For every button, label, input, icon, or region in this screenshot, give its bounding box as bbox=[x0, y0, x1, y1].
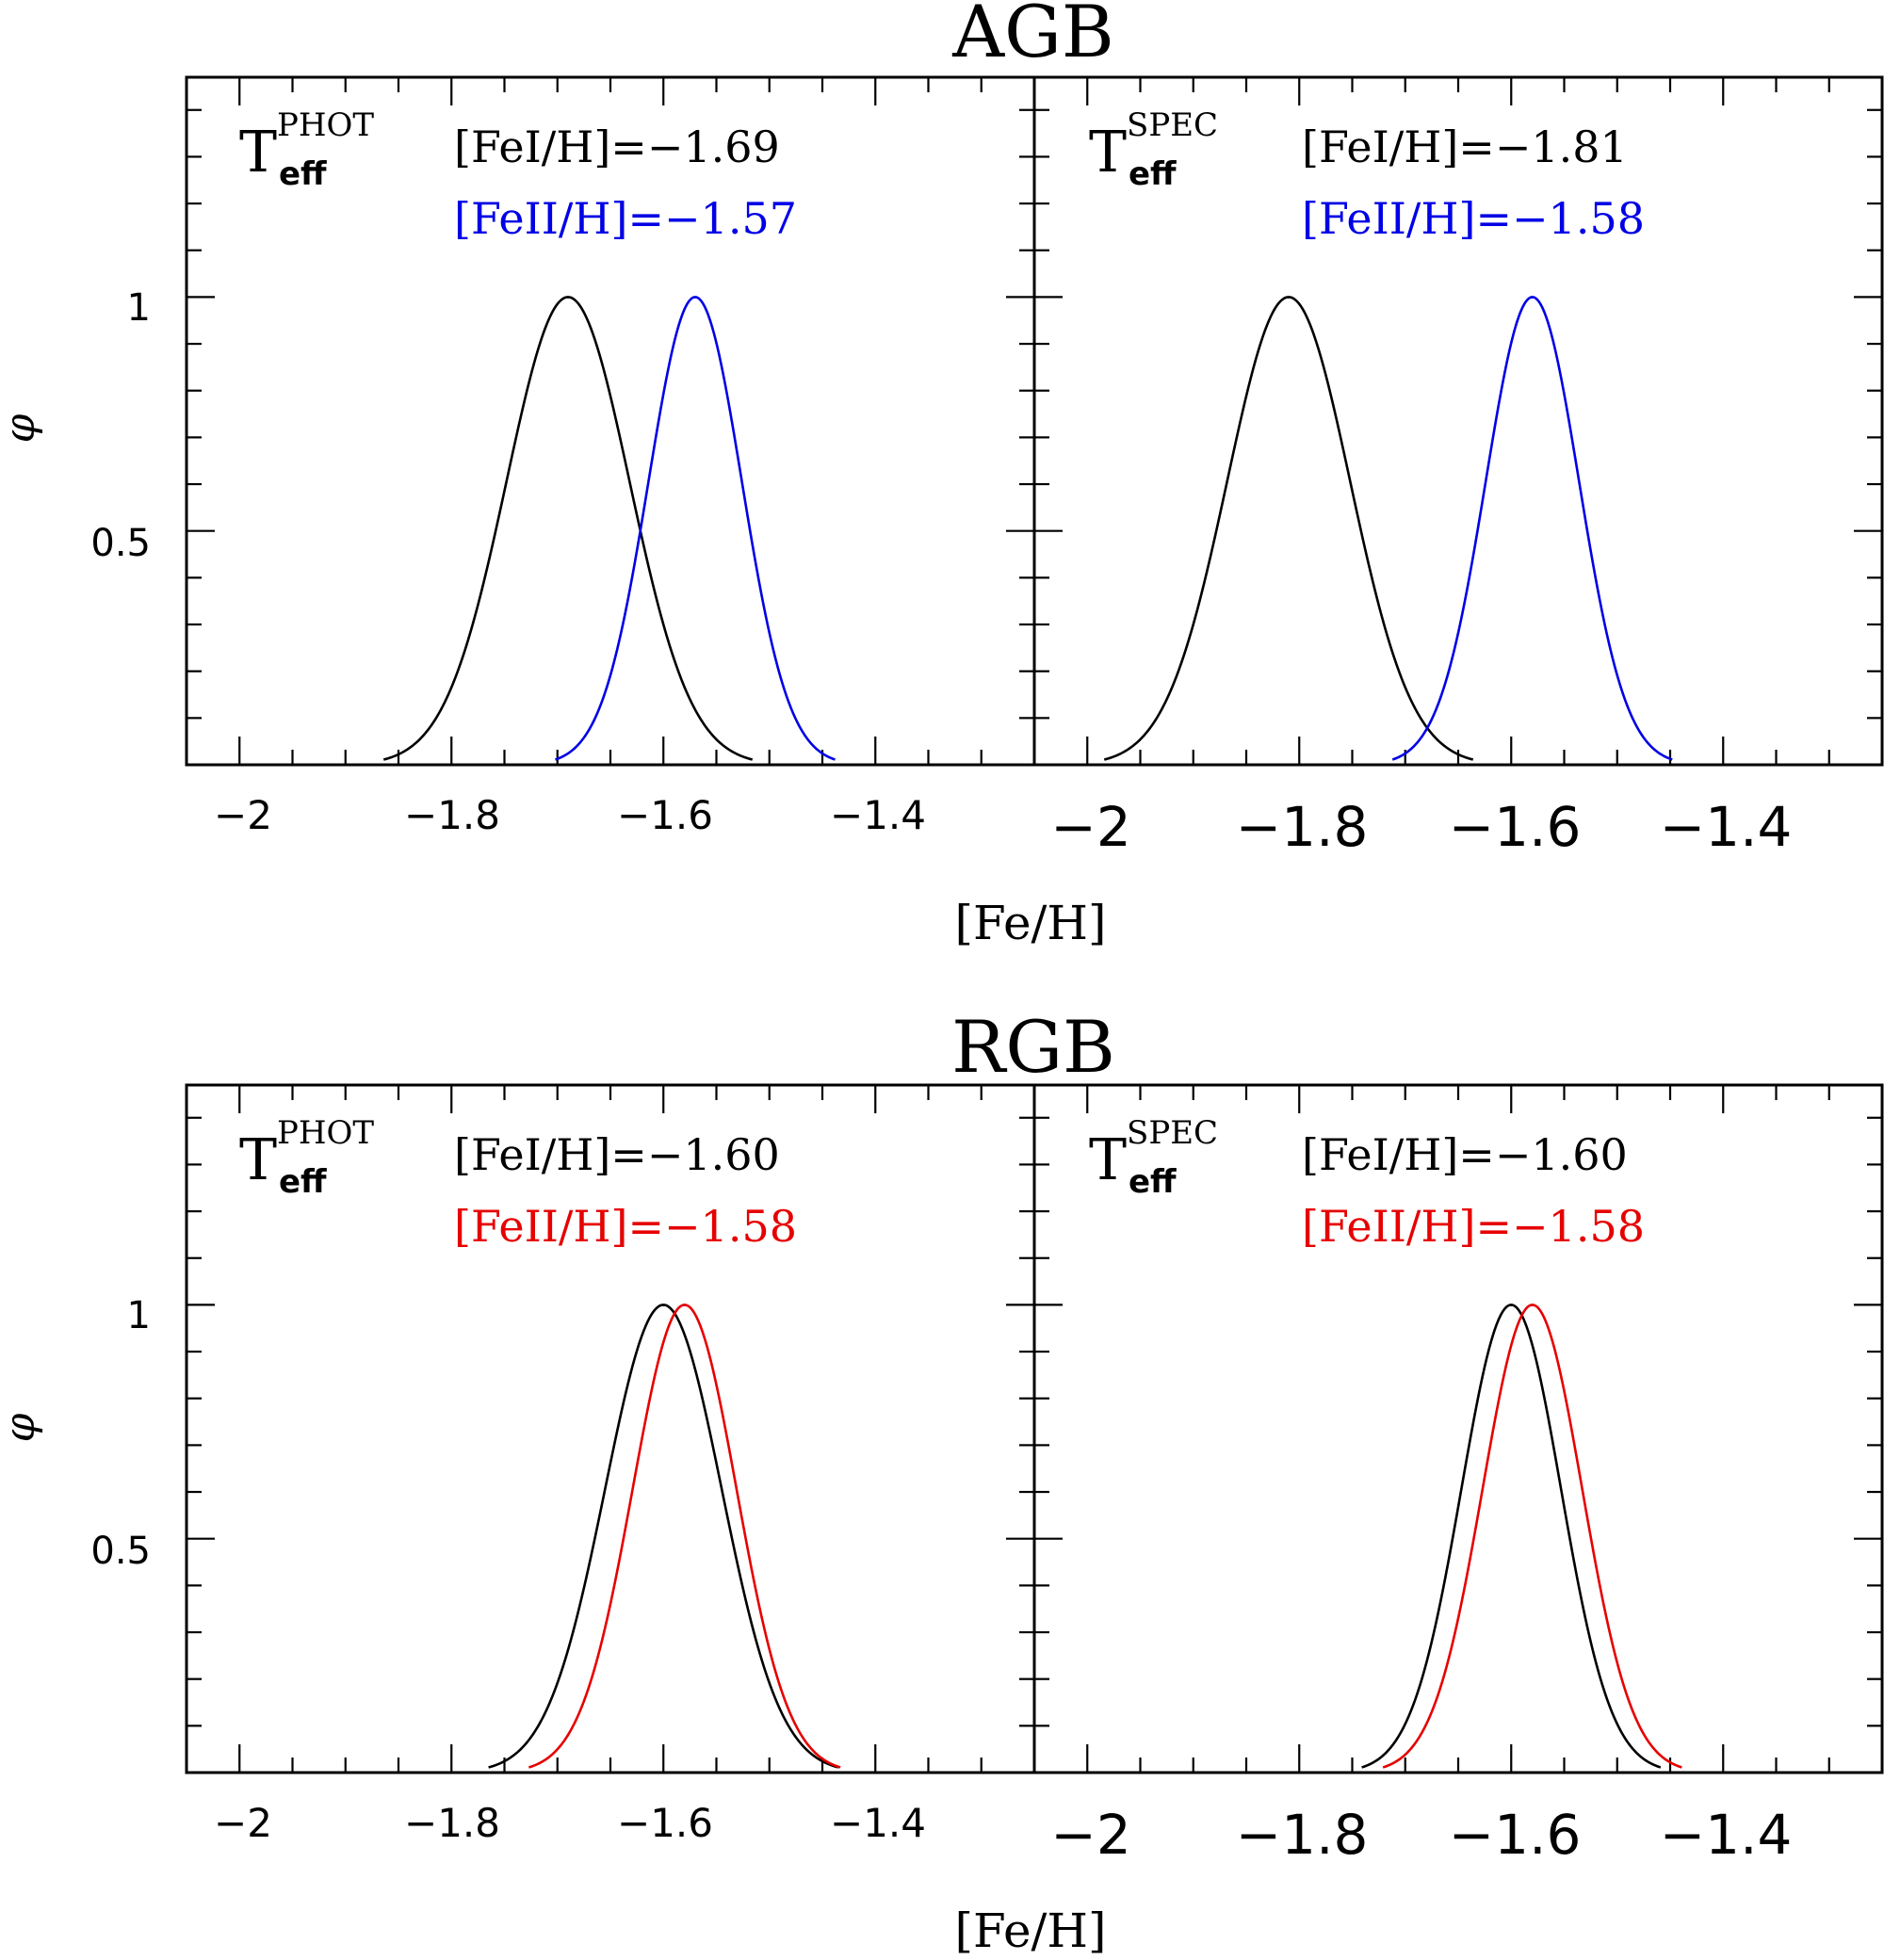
teff-label-agb-phot: TPHOT bbox=[239, 106, 374, 186]
curve-rgb-phot-fe1 bbox=[488, 1304, 839, 1769]
x-tick-label-rgb-spec-3: −1.4 bbox=[1660, 1803, 1793, 1867]
x-axis-label-agb: [Fe/H] bbox=[954, 896, 1106, 950]
teff-sup: SPEC bbox=[1127, 106, 1218, 144]
x-tick-label-agb-spec-2: −1.6 bbox=[1449, 795, 1582, 859]
curve-rgb-spec-fe2 bbox=[1382, 1304, 1682, 1769]
panel-agb-spec: TSPEC eff [FeI/H]=−1.81 [FeII/H]=−1.58 −… bbox=[1032, 75, 1884, 859]
y-tick-label-1-rgb: 1 bbox=[127, 1294, 151, 1337]
fe2-label-rgb-phot: [FeII/H]=−1.58 bbox=[454, 1201, 797, 1252]
teff-sub-rgb-spec: eff bbox=[1129, 1163, 1177, 1201]
panel-rgb-phot: TPHOT eff [FeI/H]=−1.60 [FeII/H]=−1.58 −… bbox=[185, 1083, 1036, 1846]
fe2-label-agb-phot: [FeII/H]=−1.57 bbox=[454, 193, 797, 244]
section-title-agb: AGB bbox=[951, 0, 1113, 73]
teff-main: T bbox=[1089, 1127, 1127, 1193]
teff-main: T bbox=[1089, 120, 1127, 186]
x-tick-label-rgb-phot-2: −1.6 bbox=[617, 1800, 713, 1846]
x-tick-label-rgb-phot-1: −1.8 bbox=[404, 1800, 500, 1846]
x-tick-label-agb-phot-3: −1.4 bbox=[830, 792, 926, 838]
x-tick-label-agb-spec-3: −1.4 bbox=[1660, 795, 1793, 859]
fe1-label-agb-spec: [FeI/H]=−1.81 bbox=[1302, 121, 1628, 172]
teff-main: T bbox=[239, 120, 277, 186]
fe2-label-rgb-spec: [FeII/H]=−1.58 bbox=[1302, 1201, 1645, 1252]
x-tick-label-rgb-phot-3: −1.4 bbox=[830, 1800, 926, 1846]
x-tick-label-rgb-spec-2: −1.6 bbox=[1449, 1803, 1582, 1867]
fe1-label-rgb-phot: [FeI/H]=−1.60 bbox=[454, 1129, 780, 1180]
curve-rgb-spec-fe1 bbox=[1361, 1304, 1662, 1769]
curve-agb-spec-fe2 bbox=[1391, 296, 1673, 761]
x-tick-label-agb-phot-2: −1.6 bbox=[617, 792, 713, 838]
teff-sub-rgb-phot: eff bbox=[279, 1163, 327, 1201]
curve-agb-phot-fe2 bbox=[555, 296, 836, 761]
fe1-label-agb-phot: [FeI/H]=−1.69 bbox=[454, 121, 780, 172]
x-tick-label-agb-spec-1: −1.8 bbox=[1236, 795, 1369, 859]
frame-rgb-spec bbox=[1032, 1083, 1884, 1774]
x-tick-label-agb-spec-0: −2 bbox=[1050, 795, 1131, 859]
x-tick-label-rgb-spec-0: −2 bbox=[1050, 1803, 1131, 1867]
teff-label-rgb-phot: TPHOT bbox=[239, 1114, 374, 1193]
ticks-agb-spec bbox=[1034, 77, 1884, 765]
curve-rgb-phot-fe2 bbox=[528, 1304, 841, 1769]
teff-sub-agb-spec: eff bbox=[1129, 155, 1177, 193]
teff-label-agb-spec: TSPEC bbox=[1089, 106, 1218, 186]
x-tick-label-rgb-phot-0: −2 bbox=[214, 1800, 272, 1846]
fe1-label-rgb-spec: [FeI/H]=−1.60 bbox=[1302, 1129, 1628, 1180]
fe2-label-agb-spec: [FeII/H]=−1.58 bbox=[1302, 193, 1645, 244]
frame-agb-spec bbox=[1032, 75, 1884, 767]
x-tick-label-rgb-spec-1: −1.8 bbox=[1236, 1803, 1369, 1867]
y-tick-label-0.5-agb: 0.5 bbox=[90, 522, 151, 565]
teff-sup: SPEC bbox=[1127, 1114, 1218, 1152]
y-axis-label-agb: φ bbox=[0, 413, 44, 443]
x-tick-label-agb-phot-1: −1.8 bbox=[404, 792, 500, 838]
teff-sup: PHOT bbox=[277, 106, 374, 144]
teff-label-rgb-spec: TSPEC bbox=[1089, 1114, 1218, 1193]
panel-rgb-spec: TSPEC eff [FeI/H]=−1.60 [FeII/H]=−1.58 −… bbox=[1032, 1083, 1884, 1867]
teff-sub-agb-phot: eff bbox=[279, 155, 327, 193]
ticks-rgb-spec bbox=[1034, 1085, 1884, 1773]
x-axis-label-rgb: [Fe/H] bbox=[954, 1903, 1106, 1958]
y-tick-label-0.5-rgb: 0.5 bbox=[90, 1530, 151, 1573]
y-axis-label-rgb: φ bbox=[0, 1413, 44, 1442]
curve-agb-phot-fe1 bbox=[382, 296, 754, 761]
section-title-rgb: RGB bbox=[951, 1005, 1115, 1089]
x-tick-label-agb-phot-0: −2 bbox=[214, 792, 272, 838]
curve-agb-spec-fe1 bbox=[1103, 296, 1474, 761]
y-tick-label-1-agb: 1 bbox=[127, 286, 151, 330]
teff-main: T bbox=[239, 1127, 277, 1193]
teff-sup: PHOT bbox=[277, 1114, 374, 1152]
panel-agb-phot: TPHOT eff [FeI/H]=−1.69 [FeII/H]=−1.57 −… bbox=[185, 75, 1036, 838]
ticks-rgb-phot bbox=[187, 1085, 1036, 1773]
